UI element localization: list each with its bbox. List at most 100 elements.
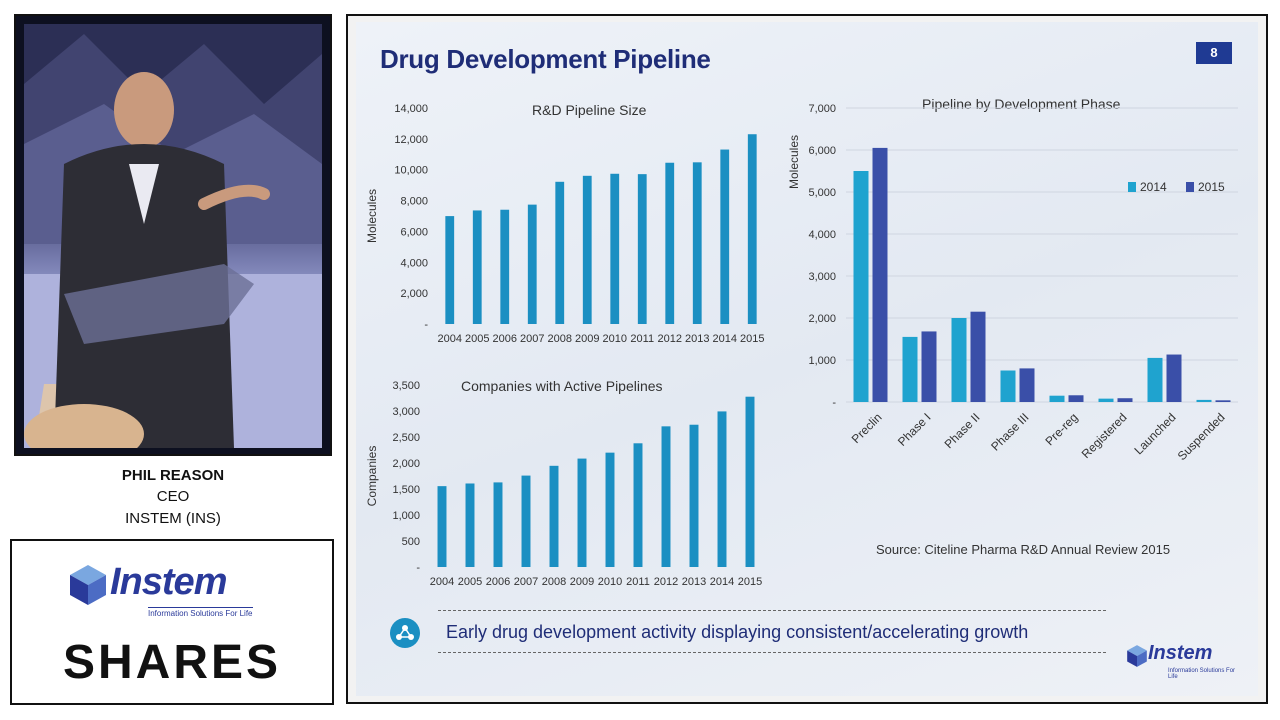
source-note: Source: Citeline Pharma R&D Annual Revie… — [876, 542, 1171, 557]
chart-2-title: Companies with Active Pipelines — [461, 378, 663, 394]
x-tick-label: Phase III — [988, 410, 1031, 453]
y-tick-label: 4,000 — [808, 229, 836, 241]
y-tick-label: 500 — [402, 536, 420, 548]
bar — [633, 443, 643, 567]
y-tick-label: 3,500 — [392, 380, 420, 392]
slide-panel: Drug Development Pipeline 8 R&D Pipeline… — [346, 14, 1268, 704]
y-tick-label: 8,000 — [400, 196, 428, 208]
x-tick-label: Phase I — [895, 410, 934, 449]
x-tick-label: 2005 — [458, 576, 482, 588]
y-tick-label: 7,000 — [808, 103, 836, 115]
slide-title: Drug Development Pipeline — [380, 44, 711, 74]
y-tick-label: 10,000 — [394, 165, 428, 177]
x-tick-label: 2007 — [514, 576, 538, 588]
network-icon-glyph — [396, 625, 414, 640]
bar — [465, 483, 475, 567]
x-tick-label: 2011 — [626, 576, 650, 588]
y-tick-label: 2,500 — [392, 432, 420, 444]
x-tick-label: Suspended — [1175, 410, 1228, 463]
x-tick-label: 2012 — [658, 333, 682, 345]
instem-cube-icon — [70, 565, 106, 605]
shares-logo-panel: Instem Information Solutions For Life SH… — [10, 539, 334, 705]
bar-2014 — [1049, 395, 1065, 402]
bar-2014 — [1000, 370, 1016, 402]
footer-tagline: Information Solutions For Life — [1168, 668, 1236, 680]
bar — [637, 174, 647, 324]
bar — [747, 134, 757, 324]
y-tick-label: 1,000 — [392, 510, 420, 522]
bar-2015 — [872, 147, 888, 402]
x-tick-label: 2010 — [598, 576, 622, 588]
bar — [493, 482, 503, 567]
bar — [472, 210, 482, 324]
bar — [720, 149, 730, 324]
bar — [745, 396, 755, 567]
x-tick-label: 2004 — [438, 333, 462, 345]
speaker-video-panel — [14, 14, 332, 456]
chart-1-title: R&D Pipeline Size — [532, 102, 647, 118]
bar — [500, 209, 510, 324]
bar — [445, 216, 455, 324]
legend-swatch-2014 — [1128, 182, 1136, 192]
bar-2015 — [1166, 354, 1182, 402]
x-tick-label: 2014 — [710, 576, 734, 588]
bar — [610, 173, 620, 324]
banner-divider-bottom — [438, 652, 1106, 653]
x-tick-label: 2013 — [682, 576, 706, 588]
y-tick-label: 12,000 — [394, 134, 428, 146]
x-tick-label: 2006 — [493, 333, 517, 345]
x-tick-label: 2008 — [548, 333, 572, 345]
chart-rd-pipeline-size: - 2,000 4,000 6,000 8,000 10,000 12,000 14,000 M… — [365, 103, 764, 345]
x-tick-label: 2004 — [430, 576, 454, 588]
network-icon — [390, 618, 420, 648]
x-tick-label: Pre-reg — [1042, 410, 1080, 448]
legend-label: 2015 — [1198, 180, 1225, 194]
bar — [665, 162, 675, 324]
y-tick-label: - — [416, 562, 420, 574]
footer-cube-icon — [1127, 645, 1147, 667]
bar-2014 — [1098, 398, 1114, 402]
y-tick-label: 1,500 — [392, 484, 420, 496]
speaker-role: CEO — [156, 488, 190, 505]
bar-2015 — [970, 311, 986, 402]
bar — [689, 424, 699, 567]
shares-wordmark: SHARES — [62, 636, 282, 689]
legend-label: 2014 — [1140, 180, 1167, 194]
banner-text: Early drug development activity displayi… — [446, 622, 1029, 642]
x-tick-label: 2014 — [713, 333, 737, 345]
bar — [692, 162, 702, 324]
y-tick-label: - — [832, 397, 836, 409]
bar — [582, 175, 592, 324]
x-tick-label: 2007 — [520, 333, 544, 345]
speaker-photo — [24, 24, 322, 448]
y-tick-label: 5,000 — [808, 187, 836, 199]
bar — [661, 426, 671, 567]
bar-2014 — [853, 171, 869, 402]
x-tick-label: Phase II — [942, 410, 983, 451]
y-tick-label: 14,000 — [394, 103, 428, 115]
bar-2015 — [1117, 398, 1133, 402]
y-axis-label: Companies — [365, 446, 379, 507]
x-tick-label: 2013 — [685, 333, 709, 345]
bar-2014 — [951, 318, 967, 402]
bar — [437, 486, 447, 567]
x-tick-label: 2009 — [570, 576, 594, 588]
instem-tagline: Information Solutions For Life — [148, 607, 253, 618]
x-tick-label: 2010 — [603, 333, 627, 345]
x-tick-label: 2012 — [654, 576, 678, 588]
legend-swatch-2015 — [1186, 182, 1194, 192]
y-tick-label: 3,000 — [808, 271, 836, 283]
bar — [717, 411, 727, 567]
bar-2015 — [1019, 368, 1035, 402]
x-tick-label: Preclin — [849, 410, 885, 446]
bar-2014 — [902, 336, 918, 402]
bar-2015 — [1068, 395, 1084, 402]
x-tick-label: 2006 — [486, 576, 510, 588]
y-tick-label: 2,000 — [392, 458, 420, 470]
instem-wordmark: Instem — [110, 561, 227, 603]
y-tick-label: 6,000 — [400, 226, 428, 238]
instem-logo: Instem Information Solutions For Life — [68, 561, 278, 621]
y-tick-label: 4,000 — [400, 257, 428, 269]
x-tick-label: Launched — [1131, 410, 1178, 457]
y-tick-label: 6,000 — [808, 145, 836, 157]
